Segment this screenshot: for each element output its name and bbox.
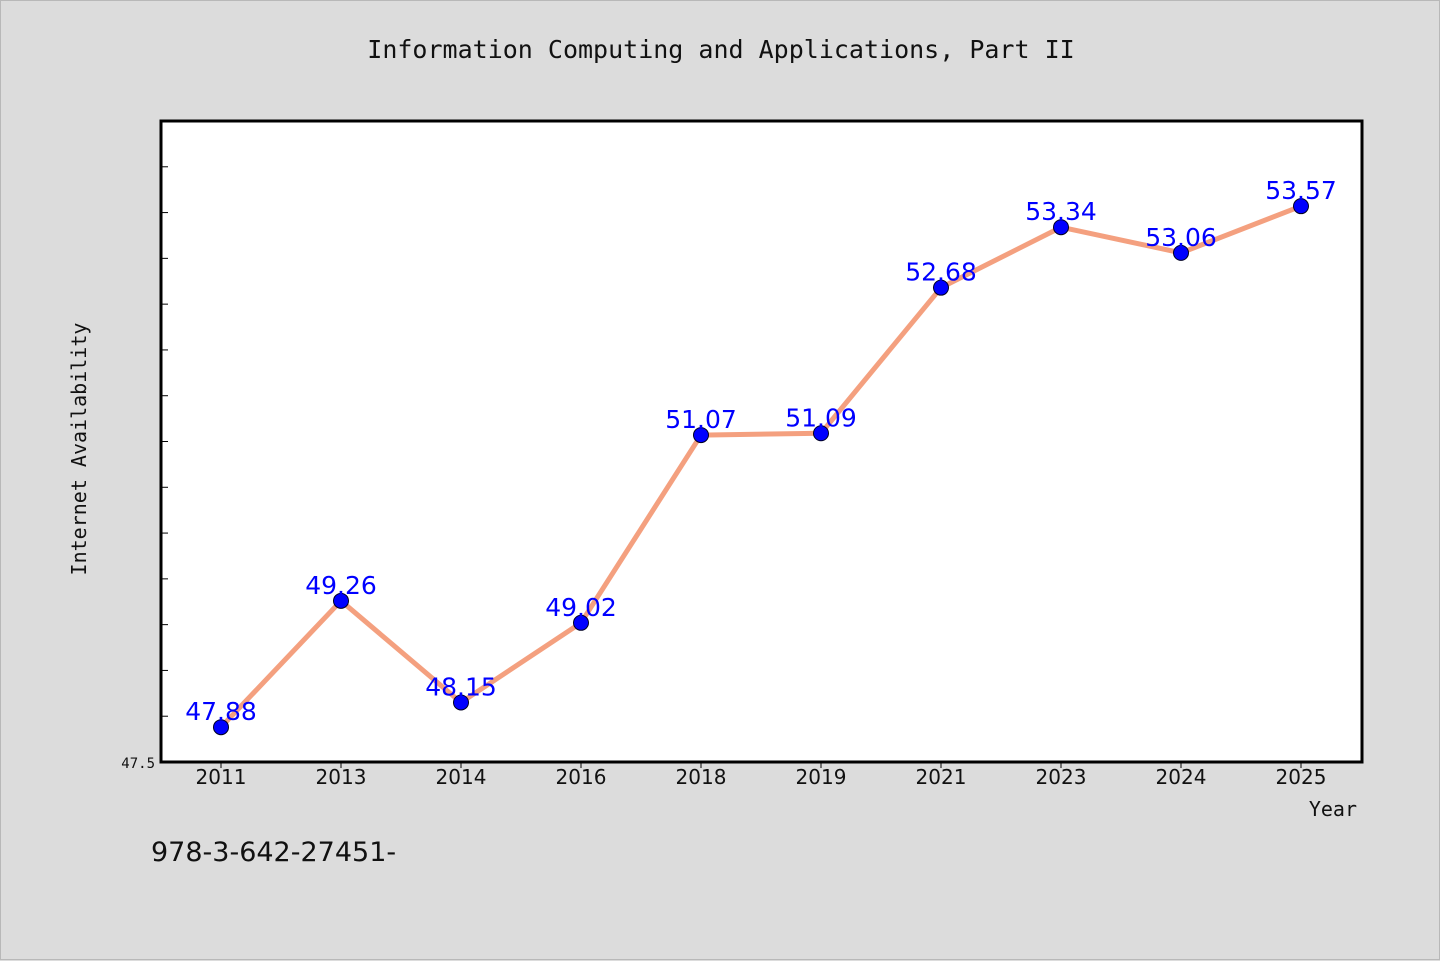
data-point (333, 592, 349, 609)
data-label: 49.02 (545, 593, 617, 622)
data-label: 51.07 (665, 405, 737, 434)
data-point (693, 427, 709, 444)
data-label: 49.26 (305, 571, 377, 600)
chart-title: Information Computing and Applications, … (367, 35, 1075, 64)
data-label: 47.88 (185, 697, 257, 726)
data-label: 53.34 (1025, 197, 1097, 226)
data-point (933, 279, 949, 296)
data-point (453, 694, 469, 711)
data-label: 53.57 (1265, 176, 1337, 205)
x-tick-label: 2016 (556, 765, 607, 789)
data-point (213, 719, 229, 736)
x-tick-label: 2021 (916, 765, 967, 789)
data-point (1173, 244, 1189, 261)
y-axis-ticks: 47.5 (121, 120, 168, 772)
x-tick-label: 2011 (196, 765, 247, 789)
data-label: 52.68 (905, 258, 977, 287)
x-tick-label: 2018 (676, 765, 727, 789)
footer-text: 978-3-642-27451- (151, 837, 397, 868)
x-tick-label: 2024 (1156, 765, 1207, 789)
series-line (218, 203, 1304, 730)
data-label: 53.06 (1145, 223, 1217, 252)
x-axis-label: Year (1308, 797, 1357, 821)
data-labels: 47.88 49.26 48.15 49.02 51.07 51.09 52.68 53.34… (185, 176, 1337, 726)
data-point (1293, 198, 1309, 215)
x-axis-ticks: 2011 2013 2014 2016 2018 2019 2021 2023 2024 2025 (196, 762, 1327, 789)
x-tick-label: 2025 (1276, 765, 1327, 789)
x-tick-label: 2023 (1036, 765, 1087, 789)
series-markers (213, 198, 1309, 736)
data-label: 51.09 (785, 403, 857, 432)
x-tick-label: 2013 (316, 765, 367, 789)
data-point (573, 614, 589, 631)
x-tick-label: 2014 (436, 765, 487, 789)
data-label: 48.15 (425, 672, 497, 701)
x-tick-label: 2019 (796, 765, 847, 789)
data-point (813, 425, 829, 442)
data-point (1053, 219, 1069, 236)
plot-background (159, 119, 1364, 764)
y-tick-label: 47.5 (121, 756, 155, 772)
